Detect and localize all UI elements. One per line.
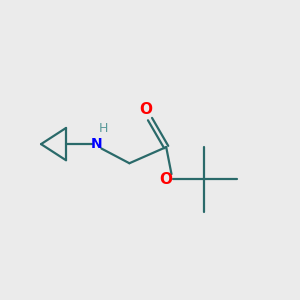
Text: O: O	[139, 102, 152, 117]
Text: N: N	[91, 137, 103, 151]
Text: H: H	[99, 122, 108, 135]
Text: O: O	[160, 172, 173, 187]
